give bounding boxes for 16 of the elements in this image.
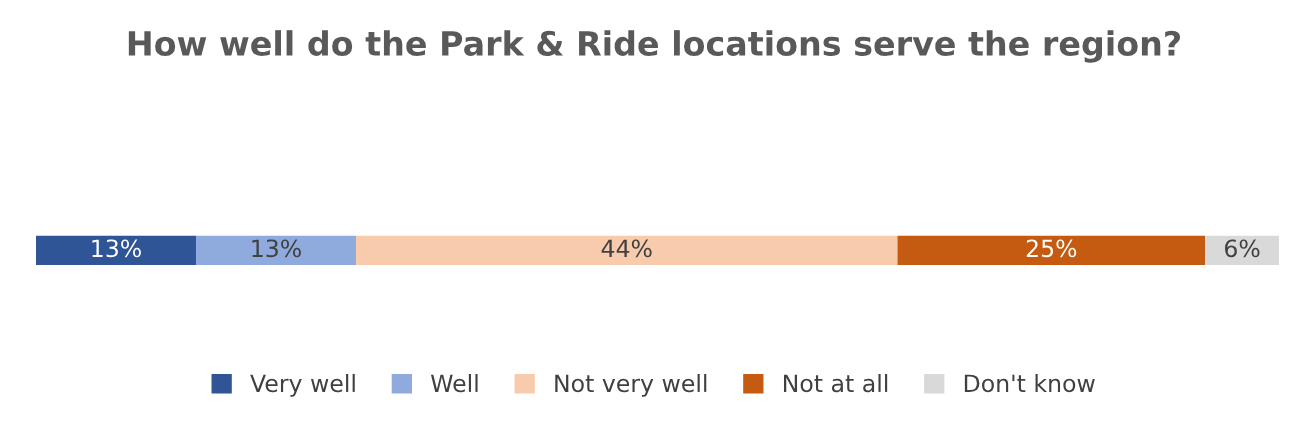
data-label: 13% [92, 239, 141, 258]
data-label: 44% [601, 239, 652, 258]
bar [195, 235, 356, 266]
legend-label: Well [430, 373, 478, 393]
bar [36, 235, 196, 266]
legend-label: Not at all [784, 373, 888, 393]
legend-label: Very well [250, 373, 355, 397]
data-label: 6% [1225, 239, 1260, 258]
chart-title: How well do the Park & Ride locations serve the region? [128, 30, 1181, 63]
legend-label: Not very well [555, 373, 707, 397]
bar [1205, 235, 1279, 266]
bar [355, 235, 898, 266]
data-label: 25% [1026, 239, 1077, 258]
data-label: 13% [252, 239, 301, 258]
legend-label: Don't know [964, 373, 1095, 393]
bar [897, 235, 1206, 266]
